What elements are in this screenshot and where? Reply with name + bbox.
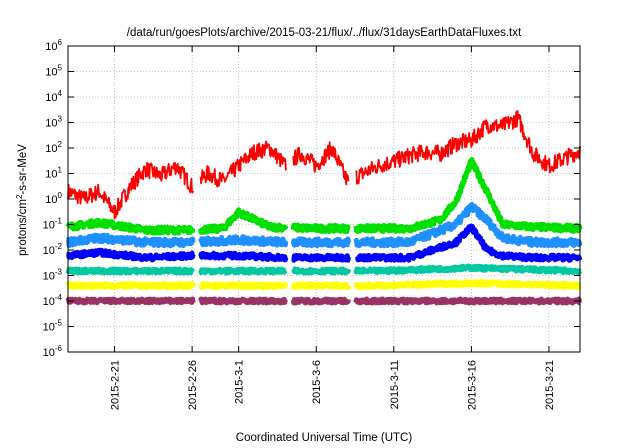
series-line — [65, 263, 582, 276]
x-tick-label: 2015-2-26 — [187, 360, 199, 410]
series-line — [66, 223, 583, 263]
y-tick-label: 10-1 — [43, 217, 63, 232]
y-tick-label: 10-2 — [43, 242, 63, 257]
y-tick-label: 101 — [45, 166, 62, 181]
x-tick-label: 2015-3-1 — [234, 360, 246, 404]
y-tick-label: 10-4 — [43, 293, 63, 308]
series-line — [65, 296, 582, 306]
x-tick-label: 2015-3-11 — [389, 360, 401, 409]
y-tick-label: 106 — [45, 38, 62, 53]
plot-area — [65, 46, 583, 352]
y-axis-label-prefix: protons/cm — [17, 199, 29, 256]
series-line — [66, 202, 583, 249]
axes: 10-6 10-5 10-4 10-3 10-2 10-1 100 101 102 103 104 1… — [43, 38, 581, 410]
y-tick-label: 10-3 — [43, 268, 63, 283]
series-line — [67, 110, 581, 220]
y-tick-label: 104 — [45, 89, 62, 104]
series-line — [65, 157, 583, 236]
y-tick-label: 103 — [45, 115, 62, 130]
y-tick-label: 100 — [45, 191, 62, 206]
y-axis-label: protons/cm2-s-sr-MeV — [15, 144, 30, 256]
y-tick-label: 105 — [45, 64, 62, 79]
x-tick-label: 2015-2-21 — [110, 360, 122, 410]
x-tick-label: 2015-3-6 — [311, 360, 323, 404]
series-line — [65, 279, 582, 291]
x-axis-label: Coordinated Universal Time (UTC) — [236, 432, 413, 444]
y-axis-label-sup: 2 — [15, 194, 24, 199]
y-tick-label: 10-6 — [43, 344, 63, 359]
y-tick-label: 102 — [45, 140, 62, 155]
y-tick-label: 10-5 — [43, 319, 63, 334]
chart-title: /data/run/goesPlots/archive/2015-03-21/f… — [127, 27, 522, 39]
x-tick-label: 2015-3-16 — [466, 360, 478, 410]
x-tick-label: 2015-3-21 — [544, 360, 556, 410]
y-axis-label-suffix: -s-sr-MeV — [17, 144, 29, 195]
